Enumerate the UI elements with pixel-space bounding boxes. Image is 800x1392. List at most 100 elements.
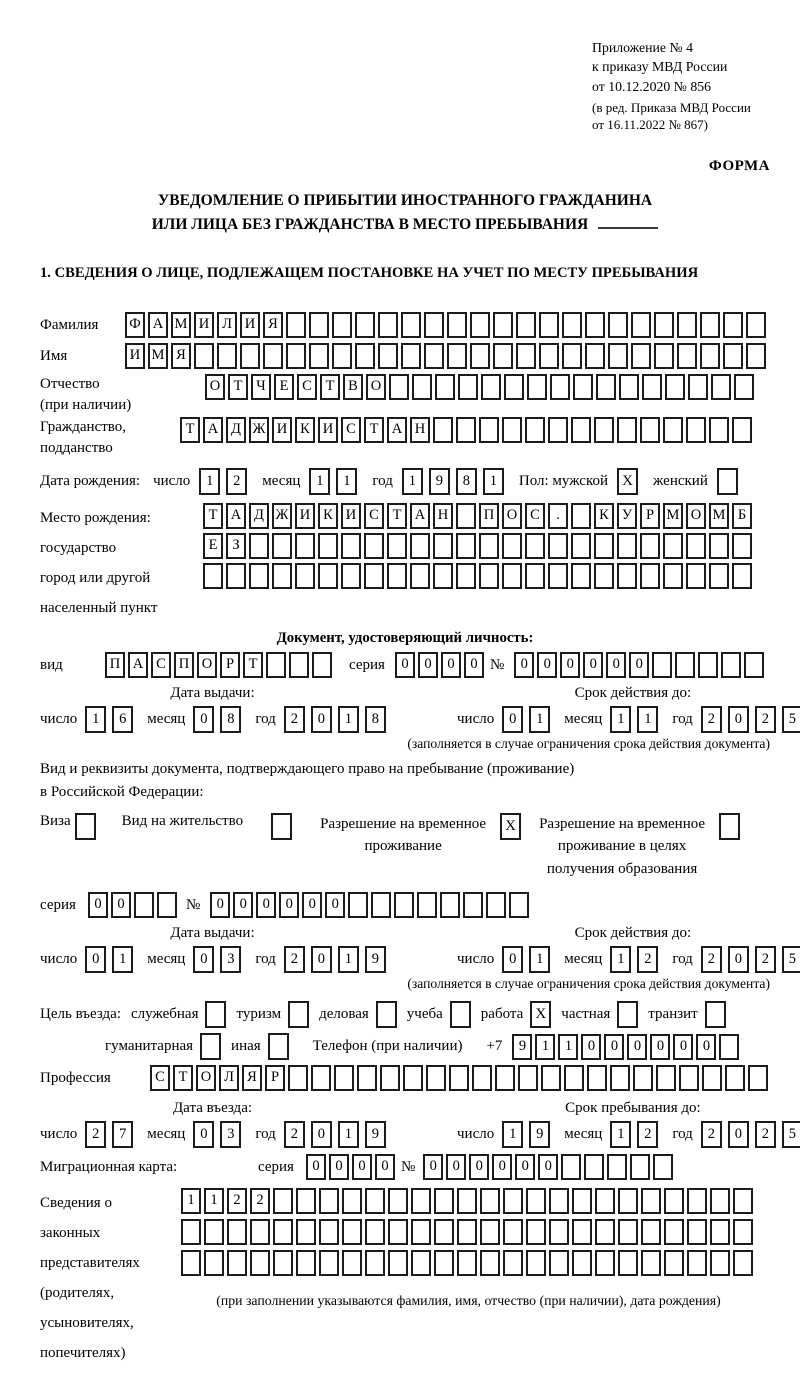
char-cell[interactable]: Ч xyxy=(251,374,271,401)
purpose-humanitarian-checkbox[interactable] xyxy=(200,1033,222,1061)
char-cell[interactable]: С xyxy=(150,1065,170,1092)
char-cell[interactable] xyxy=(456,563,476,590)
char-cell[interactable] xyxy=(348,892,369,919)
char-cell[interactable] xyxy=(410,563,430,590)
char-cell[interactable]: 0 xyxy=(374,1154,395,1181)
char-cell[interactable] xyxy=(480,1188,500,1215)
char-cell[interactable]: У xyxy=(617,503,637,530)
char-cell[interactable] xyxy=(617,533,637,560)
char-cell[interactable]: 1 xyxy=(336,468,358,496)
char-cell[interactable] xyxy=(652,652,673,679)
char-cell[interactable]: 6 xyxy=(112,706,134,734)
char-cell[interactable]: 1 xyxy=(112,946,134,974)
char-cell[interactable] xyxy=(687,1250,707,1277)
char-cell[interactable] xyxy=(470,312,490,339)
char-cell[interactable]: 1 xyxy=(181,1188,201,1215)
char-cell[interactable]: 0 xyxy=(627,1033,648,1060)
char-cell[interactable] xyxy=(596,374,616,401)
char-cell[interactable]: Р xyxy=(640,503,660,530)
char-cell[interactable] xyxy=(654,343,674,370)
char-cell[interactable] xyxy=(312,652,332,679)
char-cell[interactable]: 0 xyxy=(110,892,131,919)
char-cell[interactable]: 0 xyxy=(256,892,277,919)
char-cell[interactable] xyxy=(217,343,237,370)
char-cell[interactable]: 9 xyxy=(428,468,450,496)
char-cell[interactable] xyxy=(411,1188,431,1215)
char-cell[interactable]: 3 xyxy=(220,946,242,974)
char-cell[interactable] xyxy=(318,533,338,560)
char-cell[interactable] xyxy=(456,417,476,444)
char-cell[interactable]: 0 xyxy=(440,652,461,679)
char-cell[interactable] xyxy=(525,417,545,444)
char-cell[interactable]: О xyxy=(686,503,706,530)
char-cell[interactable]: 0 xyxy=(85,946,107,974)
char-cell[interactable] xyxy=(664,1219,684,1246)
char-cell[interactable] xyxy=(424,343,444,370)
char-cell[interactable] xyxy=(619,374,639,401)
char-cell[interactable] xyxy=(342,1188,362,1215)
char-cell[interactable] xyxy=(640,563,660,590)
char-cell[interactable] xyxy=(571,563,591,590)
char-cell[interactable] xyxy=(710,1250,730,1277)
char-cell[interactable] xyxy=(296,1219,316,1246)
char-cell[interactable]: 2 xyxy=(283,1121,305,1149)
char-cell[interactable] xyxy=(687,1219,707,1246)
char-cell[interactable] xyxy=(411,1219,431,1246)
char-cell[interactable]: К xyxy=(594,503,614,530)
char-cell[interactable] xyxy=(665,374,685,401)
char-cell[interactable]: И xyxy=(295,503,315,530)
char-cell[interactable] xyxy=(594,563,614,590)
char-cell[interactable] xyxy=(734,374,754,401)
char-cell[interactable]: Я xyxy=(171,343,191,370)
char-cell[interactable] xyxy=(675,652,696,679)
char-cell[interactable]: З xyxy=(226,533,246,560)
char-cell[interactable]: Т xyxy=(320,374,340,401)
char-cell[interactable] xyxy=(447,343,467,370)
char-cell[interactable] xyxy=(296,1188,316,1215)
char-cell[interactable] xyxy=(548,533,568,560)
char-cell[interactable] xyxy=(548,563,568,590)
char-cell[interactable] xyxy=(733,1219,753,1246)
char-cell[interactable]: 5 xyxy=(781,946,800,974)
char-cell[interactable]: 5 xyxy=(781,1121,800,1149)
char-cell[interactable]: С xyxy=(151,652,171,679)
char-cell[interactable]: И xyxy=(125,343,145,370)
char-cell[interactable] xyxy=(389,374,409,401)
char-cell[interactable]: 0 xyxy=(606,652,627,679)
char-cell[interactable]: О xyxy=(366,374,386,401)
char-cell[interactable]: О xyxy=(196,1065,216,1092)
char-cell[interactable] xyxy=(433,533,453,560)
char-cell[interactable] xyxy=(481,374,501,401)
char-cell[interactable] xyxy=(641,1250,661,1277)
char-cell[interactable] xyxy=(686,533,706,560)
char-cell[interactable]: П xyxy=(479,503,499,530)
char-cell[interactable] xyxy=(203,563,223,590)
char-cell[interactable] xyxy=(633,1065,653,1092)
char-cell[interactable] xyxy=(527,374,547,401)
char-cell[interactable] xyxy=(456,503,476,530)
char-cell[interactable] xyxy=(571,417,591,444)
char-cell[interactable]: 0 xyxy=(629,652,650,679)
char-cell[interactable] xyxy=(653,1154,674,1181)
char-cell[interactable] xyxy=(709,533,729,560)
char-cell[interactable] xyxy=(607,1154,628,1181)
char-cell[interactable]: 1 xyxy=(529,946,551,974)
char-cell[interactable] xyxy=(710,1188,730,1215)
char-cell[interactable] xyxy=(594,533,614,560)
char-cell[interactable] xyxy=(700,343,720,370)
char-cell[interactable] xyxy=(664,1188,684,1215)
char-cell[interactable]: 0 xyxy=(673,1033,694,1060)
char-cell[interactable]: 2 xyxy=(700,1121,722,1149)
char-cell[interactable] xyxy=(723,312,743,339)
char-cell[interactable]: 0 xyxy=(727,946,749,974)
char-cell[interactable]: М xyxy=(171,312,191,339)
char-cell[interactable]: И xyxy=(194,312,214,339)
char-cell[interactable] xyxy=(702,1065,722,1092)
